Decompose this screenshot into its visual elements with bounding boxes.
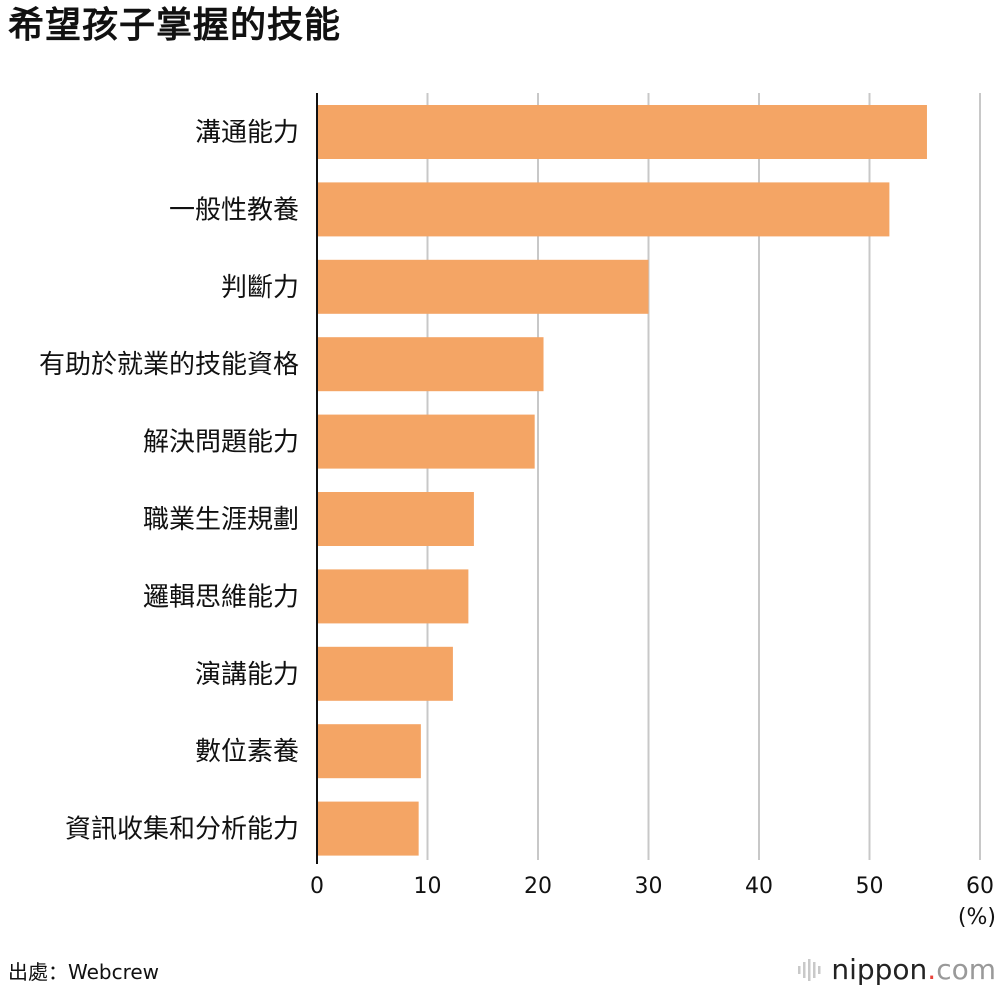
nippon-logo: nippon.com	[797, 952, 996, 988]
category-label: 有助於就業的技能資格	[39, 350, 299, 380]
bar	[317, 337, 544, 392]
brand-dot: .	[927, 953, 937, 986]
x-tick-label: 50	[856, 874, 884, 899]
category-label: 邏輯思維能力	[143, 582, 299, 612]
bar	[317, 182, 890, 237]
category-label: 一般性教養	[169, 195, 299, 225]
bar	[317, 259, 649, 314]
bar	[317, 492, 474, 546]
source-note: 出處：Webcrew	[8, 960, 160, 984]
category-label: 數位素養	[195, 737, 299, 767]
x-tick-label: 20	[524, 874, 552, 899]
brand-tld: com	[936, 953, 996, 986]
bar	[317, 646, 453, 701]
bar	[317, 414, 535, 469]
bar	[317, 569, 469, 624]
category-label: 演講能力	[195, 660, 299, 690]
x-tick-label: 0	[310, 874, 324, 899]
category-label: 解決問題能力	[143, 428, 299, 458]
x-tick-label: 30	[635, 874, 663, 899]
x-axis-unit-label: (%)	[958, 905, 996, 930]
category-label: 溝通能力	[195, 118, 299, 148]
bar	[317, 105, 927, 159]
category-label: 資訊收集和分析能力	[65, 815, 299, 845]
brand-name: nippon	[831, 953, 928, 986]
x-tick-label: 60	[966, 874, 994, 899]
x-axis-ticks: 0 10 20 30 40 50 60	[310, 874, 994, 899]
category-label: 判斷力	[221, 273, 299, 303]
x-tick-label: 40	[745, 874, 773, 899]
x-tick-label: 10	[414, 874, 442, 899]
nippon-mark-icon	[798, 959, 821, 981]
category-labels: 溝通能力一般性教養判斷力有助於就業的技能資格解決問題能力職業生涯規劃邏輯思維能力…	[39, 118, 299, 845]
bar	[317, 801, 419, 856]
bar	[317, 724, 421, 779]
chart-title: 希望孩子掌握的技能	[8, 5, 342, 46]
category-label: 職業生涯規劃	[143, 505, 299, 535]
bars	[317, 105, 927, 856]
